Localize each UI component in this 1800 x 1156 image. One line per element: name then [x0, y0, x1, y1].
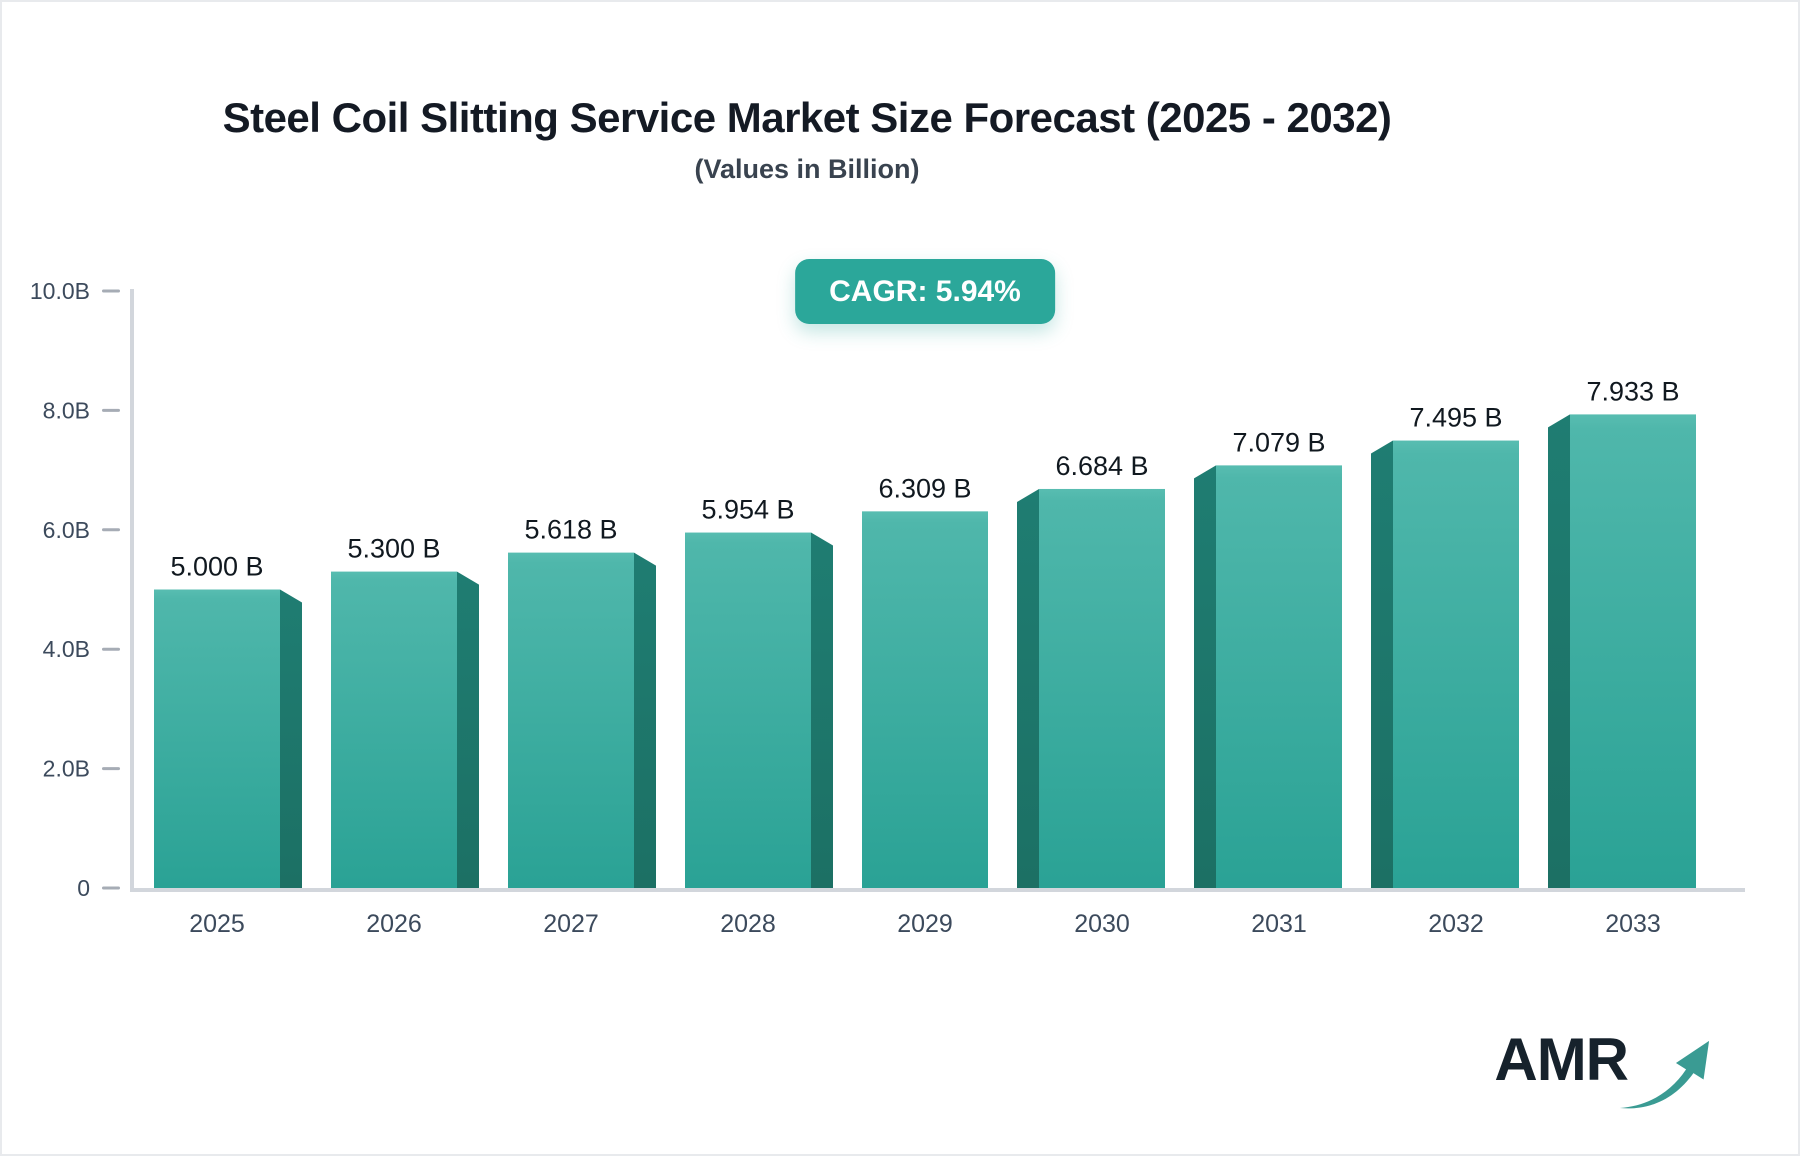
x-axis-line [130, 888, 1745, 892]
y-axis-tick [102, 886, 120, 890]
bar-value-label-2032: 7.495 B [1409, 403, 1502, 433]
bar-2025[interactable] [154, 589, 280, 889]
chart-title: Steel Coil Slitting Service Market Size … [222, 94, 1392, 141]
chart-subtitle: (Values in Billion) [694, 154, 920, 184]
bar-value-label-2031: 7.079 B [1232, 427, 1325, 457]
bar-value-label-2027: 5.618 B [524, 515, 617, 545]
bar-side-face-2027[interactable] [634, 552, 656, 888]
cagr-badge: CAGR: 5.94% [795, 259, 1055, 324]
bar-side-face-2028[interactable] [811, 532, 833, 888]
bar-side-face-2025[interactable] [280, 589, 302, 889]
y-axis-label: 8.0B [43, 397, 90, 423]
bar-value-label-2030: 6.684 B [1055, 451, 1148, 481]
x-axis-label-2031: 2031 [1251, 910, 1307, 938]
growth-arrow-icon [1619, 1040, 1710, 1109]
bar-value-label-2029: 6.309 B [878, 473, 971, 503]
bar-2029[interactable] [862, 511, 988, 888]
bar-side-face-2031[interactable] [1194, 465, 1216, 888]
y-axis-tick [102, 528, 120, 532]
y-axis-tick [102, 289, 120, 293]
bar-2026[interactable] [331, 571, 457, 888]
bar-2031[interactable] [1216, 465, 1342, 888]
amr-logo: AMR [1494, 1030, 1710, 1116]
bar-2030[interactable] [1039, 488, 1165, 888]
x-axis-label-2033: 2033 [1605, 910, 1661, 938]
y-axis-label: 2.0B [43, 756, 90, 782]
x-axis-label-2026: 2026 [366, 910, 422, 938]
y-axis-label: 0 [77, 875, 90, 901]
y-axis-line [130, 289, 134, 892]
x-axis-label-2025: 2025 [189, 910, 245, 938]
bar-value-label-2028: 5.954 B [701, 495, 794, 525]
bar-value-label-2025: 5.000 B [170, 552, 263, 582]
bar-2032[interactable] [1393, 440, 1519, 888]
amr-logo-text: AMR [1494, 1026, 1629, 1093]
bar-side-face-2026[interactable] [457, 571, 479, 888]
y-axis-label: 6.0B [43, 517, 90, 543]
x-axis-label-2028: 2028 [720, 910, 776, 938]
y-axis-tick [102, 408, 120, 412]
y-axis-label: 10.0B [30, 278, 90, 304]
y-axis-tick [102, 767, 120, 771]
y-axis-tick [102, 647, 120, 651]
y-axis-label: 4.0B [43, 636, 90, 662]
x-axis-label-2032: 2032 [1428, 910, 1484, 938]
bar-2028[interactable] [685, 532, 811, 888]
bar-side-face-2030[interactable] [1017, 488, 1039, 888]
bar-value-label-2033: 7.933 B [1586, 376, 1679, 406]
bar-side-face-2032[interactable] [1371, 440, 1393, 888]
bar-2033[interactable] [1570, 414, 1696, 888]
bar-value-label-2026: 5.300 B [347, 534, 440, 564]
x-axis-label-2029: 2029 [897, 910, 953, 938]
x-axis-label-2027: 2027 [543, 910, 599, 938]
bar-side-face-2033[interactable] [1548, 414, 1570, 888]
bar-2027[interactable] [508, 552, 634, 888]
x-axis-label-2030: 2030 [1074, 910, 1130, 938]
